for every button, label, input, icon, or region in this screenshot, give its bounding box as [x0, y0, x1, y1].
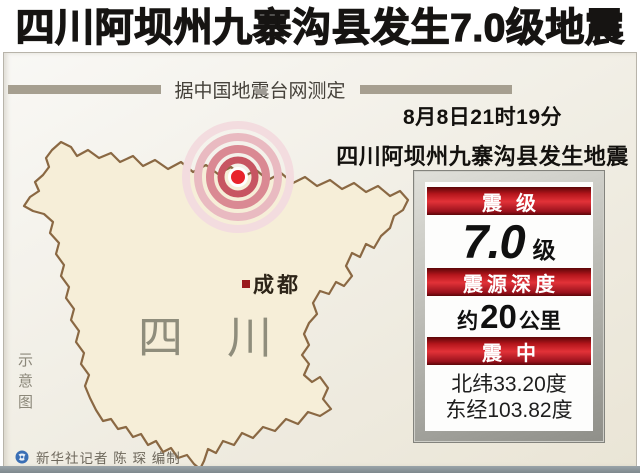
magnitude-value: 7.0	[462, 215, 525, 268]
credit-text: 新华社记者 陈 琛 编制	[36, 451, 181, 466]
bottom-border-bar	[0, 466, 640, 473]
depth-unit: 公里	[518, 310, 561, 333]
quake-stats-frame: 震级 7.0 级 震源深度 约 20 公里 震中 北纬33.20度 东经103.…	[413, 170, 605, 443]
measured-by-text: 据中国地震台网测定	[174, 80, 346, 102]
magnitude-label-bar: 震级	[427, 187, 591, 215]
measured-by-row: 据中国地震台网测定	[8, 78, 513, 102]
magnitude-unit: 级	[532, 237, 556, 263]
depth-label-bar: 震源深度	[427, 268, 591, 296]
depth-value-row: 约 20 公里	[427, 298, 591, 335]
magnitude-value-row: 7.0 级	[427, 217, 591, 266]
credit-line: 新华社记者 陈 琛 编制	[15, 447, 181, 467]
city-label: 成都	[253, 274, 301, 297]
report-event: 四川阿坝州九寨沟县发生地震	[336, 144, 629, 169]
xinhua-logo-icon	[15, 450, 29, 464]
schematic-note: 示意图	[16, 352, 33, 415]
province-label: 四川	[138, 312, 317, 363]
report-datetime: 8月8日21时19分	[402, 106, 563, 129]
epicenter-label-bar: 震中	[427, 337, 591, 365]
quake-stats-panel: 震级 7.0 级 震源深度 约 20 公里 震中 北纬33.20度 东经103.…	[425, 182, 593, 431]
depth-prefix: 约	[457, 310, 479, 333]
report-heading: 8月8日21时19分 四川阿坝州九寨沟县发生地震	[328, 101, 637, 171]
epicenter-latitude: 北纬33.20度	[451, 373, 567, 396]
chengdu-marker-icon	[242, 280, 250, 288]
epicenter-coordinates: 北纬33.20度 东经103.82度	[427, 372, 591, 424]
headline-title: 四川阿坝州九寨沟县发生7.0级地震	[15, 6, 625, 50]
epicenter-longitude: 东经103.82度	[445, 399, 573, 422]
depth-value: 20	[480, 298, 517, 335]
right-rule	[359, 84, 513, 94]
left-rule	[8, 84, 161, 94]
